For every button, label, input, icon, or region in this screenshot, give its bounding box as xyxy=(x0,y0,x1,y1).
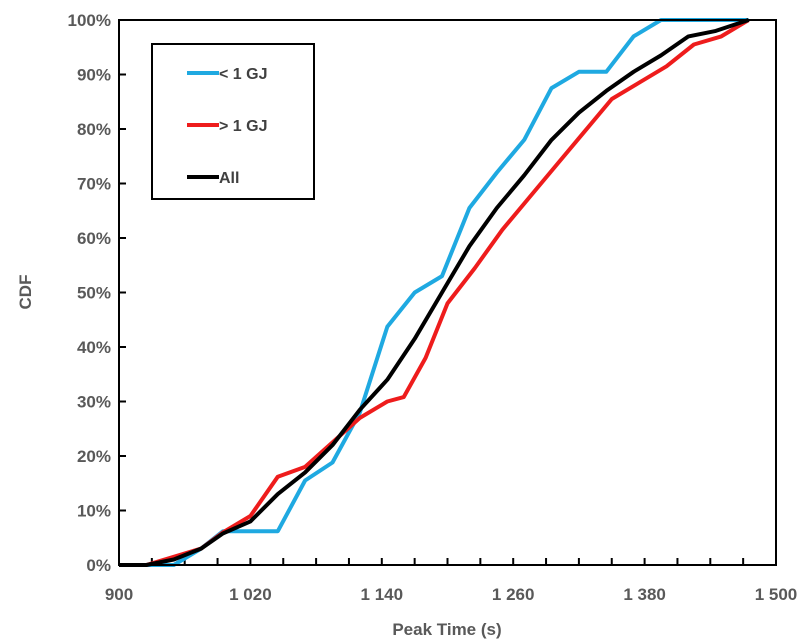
y-tick-label: 90% xyxy=(77,66,111,85)
y-axis-tick-labels: 0% 10% 20% 30% 40% 50% 60% 70% 80% 90% 100% xyxy=(68,11,111,575)
y-tick-label: 100% xyxy=(68,11,111,30)
legend-items: < 1 GJ > 1 GJ All xyxy=(187,66,267,187)
x-axis-title: Peak Time (s) xyxy=(392,620,501,639)
legend-label-0: < 1 GJ xyxy=(219,66,267,83)
x-tick-label: 1 260 xyxy=(492,585,535,604)
y-tick-label: 70% xyxy=(77,175,111,194)
legend-label-2: All xyxy=(219,170,239,187)
y-tick-label: 60% xyxy=(77,229,111,248)
x-tick-label: 1 140 xyxy=(361,585,404,604)
x-tick-label: 1 020 xyxy=(229,585,272,604)
y-tick-label: 30% xyxy=(77,393,111,412)
series-line-2 xyxy=(119,18,750,567)
y-tick-label: 0% xyxy=(86,556,111,575)
y-tick-label: 10% xyxy=(77,502,111,521)
x-axis-ticks xyxy=(118,558,777,565)
y-axis-ticks xyxy=(119,19,126,566)
x-tick-label: 900 xyxy=(105,585,133,604)
y-tick-label: 50% xyxy=(77,284,111,303)
plot-area-frame xyxy=(118,19,777,566)
legend: < 1 GJ > 1 GJ All xyxy=(151,43,315,200)
series-lines xyxy=(119,18,750,567)
y-tick-label: 40% xyxy=(77,338,111,357)
x-tick-label: 1 380 xyxy=(623,585,666,604)
x-tick-label: 1 500 xyxy=(755,585,798,604)
y-axis-title: CDF xyxy=(16,275,35,310)
legend-label-1: > 1 GJ xyxy=(219,118,267,135)
x-axis-tick-labels: 900 1 020 1 140 1 260 1 380 1 500 xyxy=(105,585,797,604)
y-tick-label: 80% xyxy=(77,120,111,139)
y-tick-label: 20% xyxy=(77,447,111,466)
legend-box xyxy=(151,43,315,200)
